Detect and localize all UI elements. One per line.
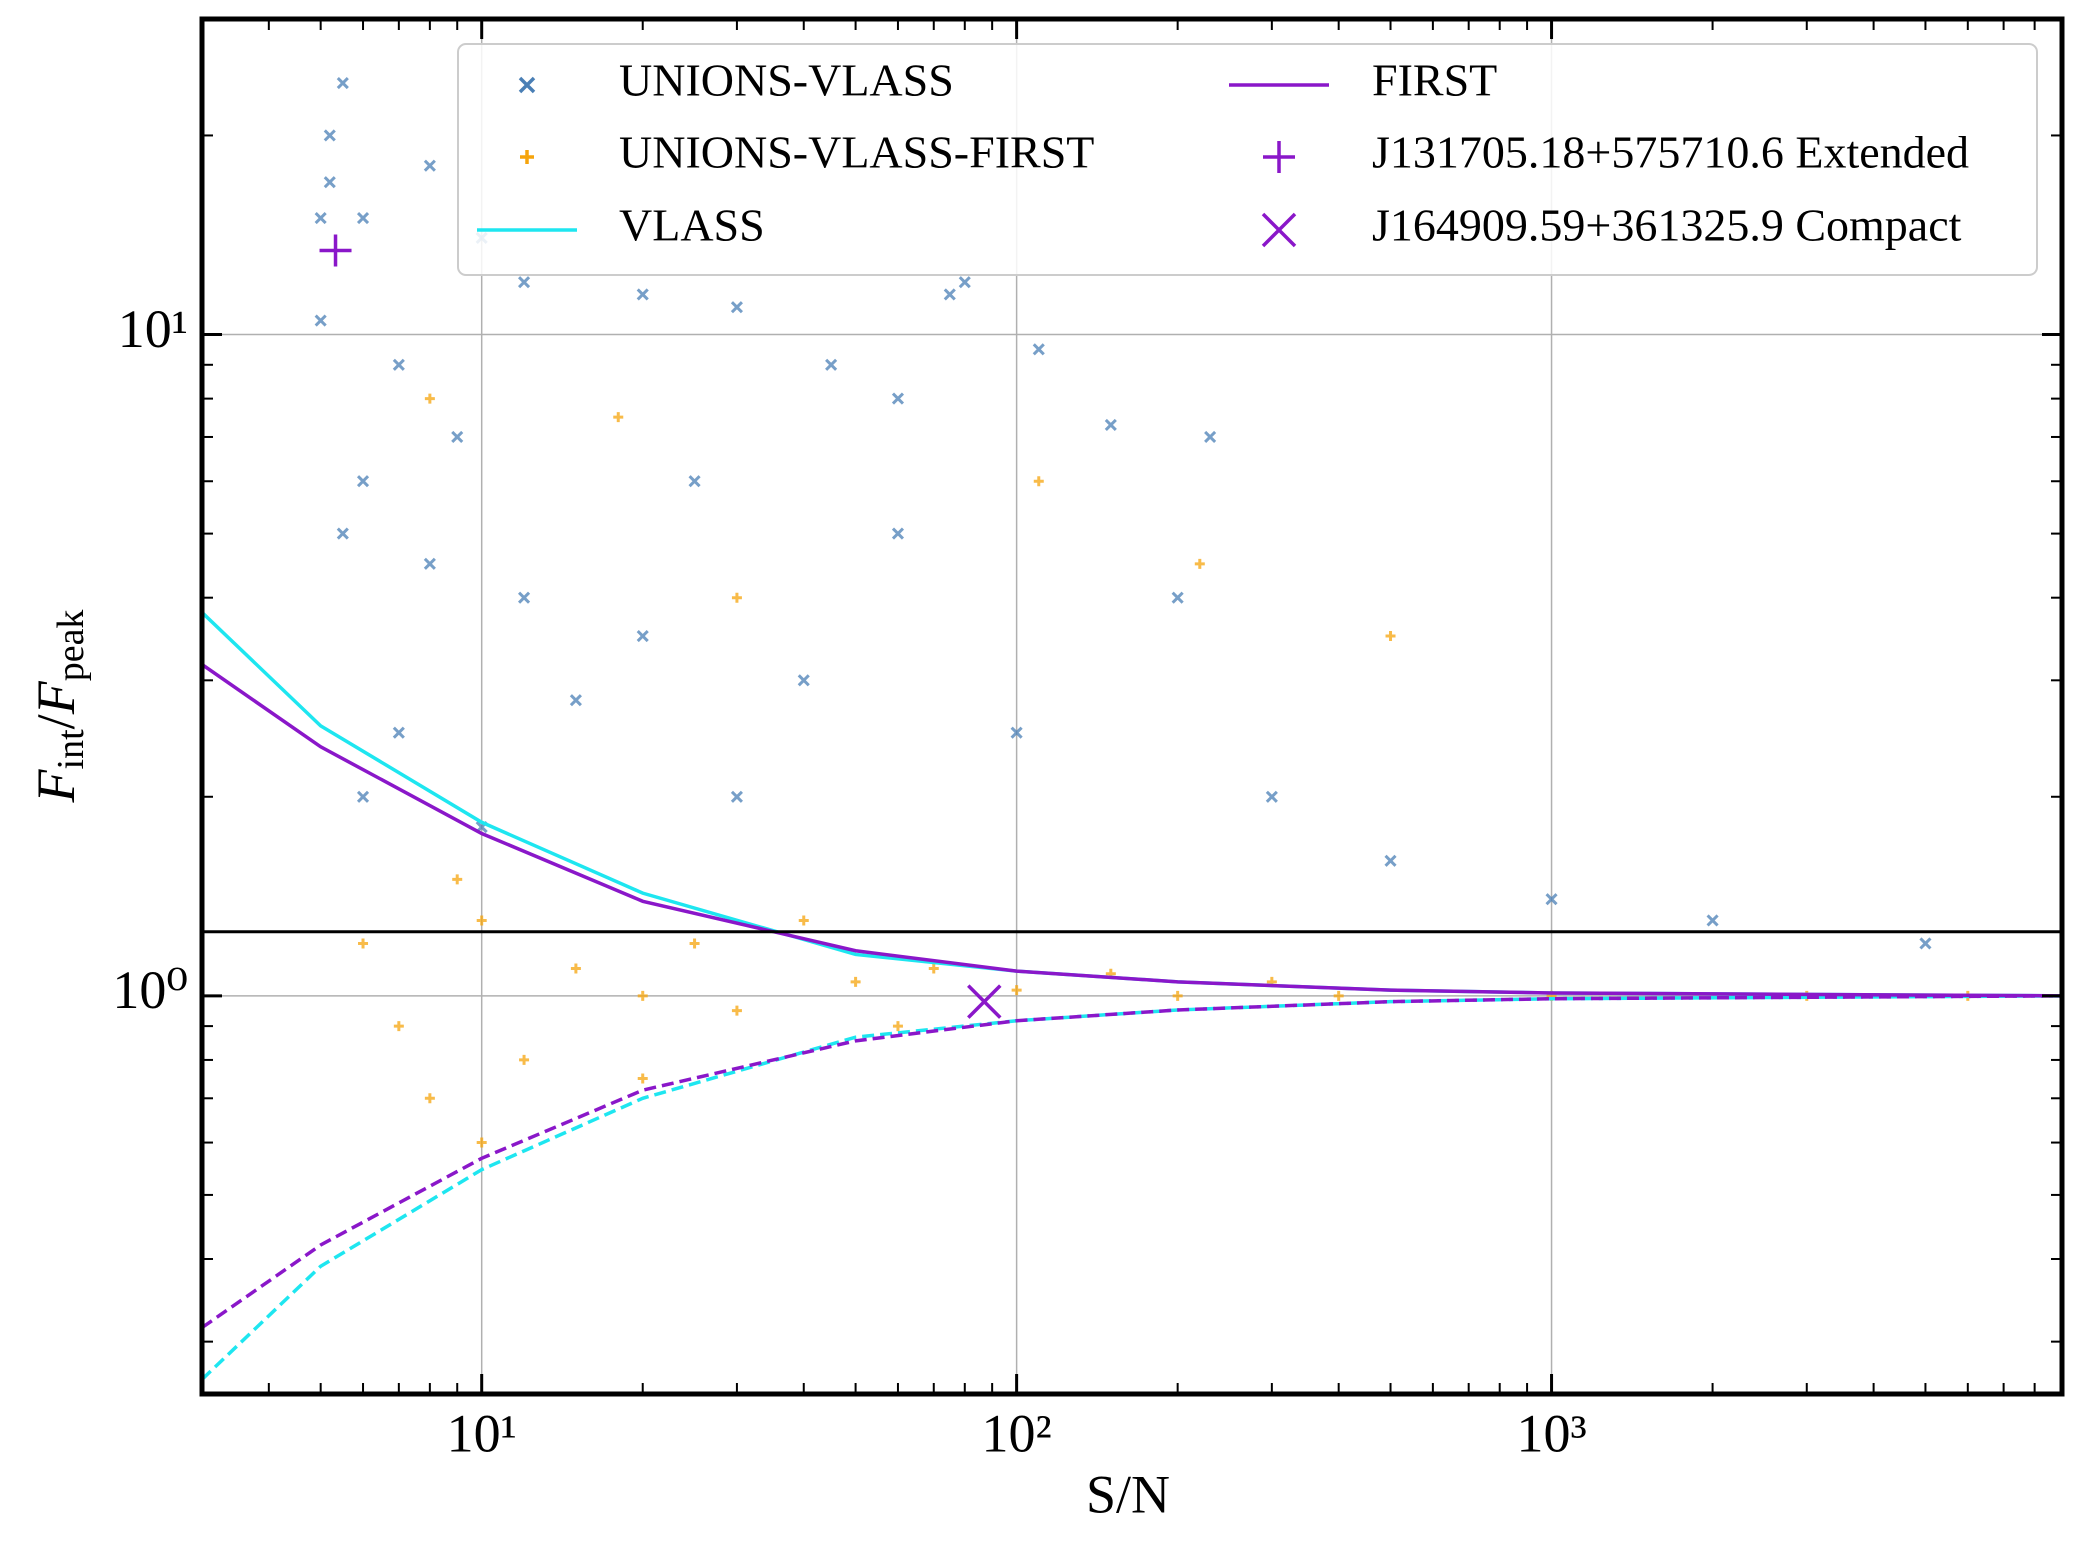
- curve-upper: [202, 663, 2062, 998]
- marker: [319, 234, 352, 267]
- legend-label: FIRST: [1372, 55, 1497, 106]
- marker: [1265, 790, 1278, 803]
- marker: [891, 527, 905, 540]
- y-label-part: /: [26, 714, 86, 729]
- curve-lower: [202, 994, 2062, 1330]
- marker: [1171, 591, 1184, 604]
- marker: [520, 150, 534, 164]
- y-label-part: F: [26, 680, 86, 715]
- marker: [570, 963, 581, 974]
- marker: [476, 1137, 487, 1148]
- marker: [688, 475, 701, 488]
- x-axis-label: S/N: [1086, 1464, 1170, 1524]
- marker: [569, 694, 582, 707]
- y-tick-label: 10⁰: [112, 960, 188, 1020]
- legend-label: J131705.18+575710.6 Extended: [1372, 127, 1969, 178]
- marker: [517, 276, 531, 289]
- marker: [613, 412, 624, 423]
- marker: [1032, 343, 1045, 356]
- marker: [336, 527, 349, 540]
- x-tick-label: 10³: [1516, 1403, 1586, 1463]
- marker: [451, 430, 464, 444]
- marker: [730, 790, 743, 803]
- marker: [1919, 937, 1932, 950]
- marker: [1545, 893, 1558, 906]
- marker: [519, 1054, 530, 1065]
- legend-label: UNIONS-VLASS: [619, 55, 954, 106]
- marker: [392, 358, 405, 371]
- y-axis-label: Fint/Fpeak: [26, 610, 91, 804]
- marker: [314, 314, 327, 327]
- x-tick-label: 10¹: [447, 1403, 517, 1463]
- y-label-part: F: [26, 768, 86, 803]
- marker: [1033, 476, 1044, 487]
- marker: [518, 76, 536, 94]
- marker: [323, 176, 336, 189]
- marker: [797, 674, 810, 687]
- marker: [356, 475, 370, 488]
- marker: [636, 629, 649, 643]
- marker: [452, 874, 463, 885]
- plot-frame: [199, 16, 2065, 1397]
- marker: [476, 915, 487, 926]
- marker: [336, 77, 349, 90]
- marker: [850, 976, 861, 987]
- marker: [517, 591, 531, 604]
- marker: [730, 301, 743, 314]
- marker: [1706, 914, 1719, 927]
- marker: [393, 1021, 404, 1032]
- marker: [424, 1093, 435, 1104]
- marker: [637, 990, 648, 1001]
- marker: [637, 1073, 648, 1084]
- marker: [424, 393, 435, 404]
- y-label-part: int: [50, 729, 92, 770]
- marker: [891, 392, 905, 405]
- legend-label: VLASS: [619, 200, 765, 251]
- y-label-part: peak: [50, 610, 92, 682]
- marker: [423, 159, 436, 172]
- marker: [1333, 990, 1344, 1001]
- marker: [1385, 631, 1396, 642]
- marker: [958, 276, 971, 289]
- marker: [1194, 558, 1205, 569]
- marker: [1010, 726, 1023, 739]
- curve-lower: [202, 994, 2062, 1381]
- marker: [314, 212, 327, 225]
- marker: [967, 984, 1002, 1019]
- marker: [356, 212, 370, 225]
- marker: [636, 288, 649, 301]
- legend-box: [457, 43, 2038, 276]
- marker: [1104, 418, 1117, 431]
- marker: [1204, 430, 1217, 444]
- marker: [731, 1005, 742, 1016]
- marker: [825, 358, 838, 371]
- legend-label: J164909.59+361325.9 Compact: [1372, 200, 1962, 251]
- marker: [1263, 141, 1295, 173]
- plot-area: [202, 19, 2062, 1394]
- marker: [356, 790, 370, 803]
- marker: [689, 938, 700, 949]
- marker: [928, 963, 939, 974]
- marker: [323, 129, 336, 142]
- marker: [392, 726, 405, 739]
- legend-label: UNIONS-VLASS-FIRST: [619, 127, 1094, 178]
- marker: [892, 1021, 903, 1032]
- marker: [798, 915, 809, 926]
- marker: [943, 288, 956, 301]
- marker: [731, 592, 742, 603]
- x-tick-label: 10²: [982, 1403, 1052, 1463]
- marker: [1172, 990, 1183, 1001]
- marker: [358, 938, 369, 949]
- marker: [423, 557, 436, 570]
- marker: [1261, 212, 1297, 248]
- marker: [1011, 985, 1022, 996]
- marker: [1384, 854, 1397, 867]
- y-tick-label: 10¹: [118, 299, 188, 359]
